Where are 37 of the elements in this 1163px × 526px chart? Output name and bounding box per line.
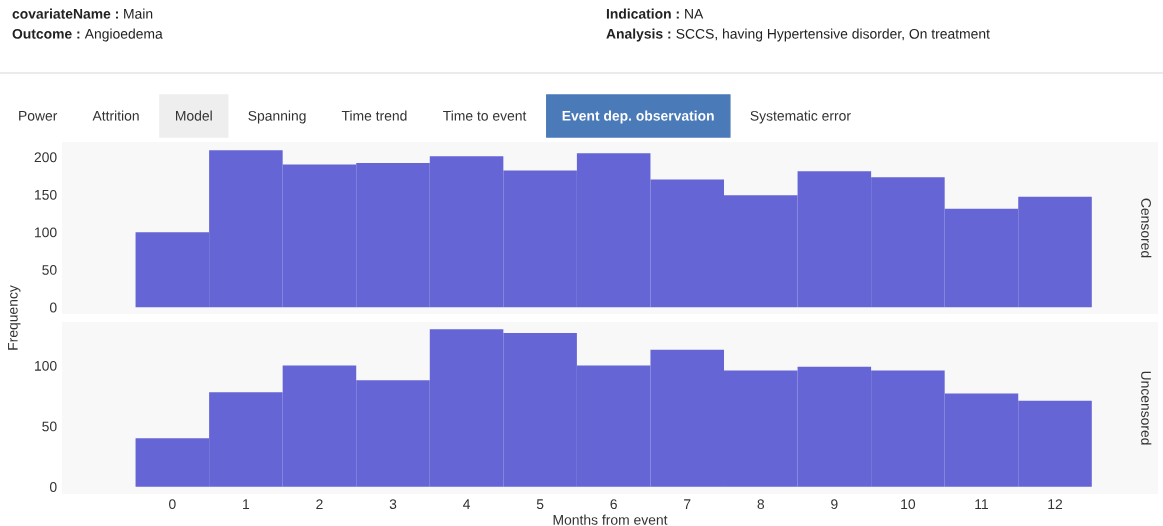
- x-tick-label: 1: [243, 499, 250, 509]
- text: Power: [19, 111, 58, 121]
- x-tick-label: 7: [684, 499, 691, 509]
- y-tick-label: 100: [35, 227, 57, 238]
- text: Analysis : SCCS, having Hypertensive disorder, On treatment: [606, 28, 990, 42]
- x-tick-label: 6: [610, 499, 617, 510]
- text: Attrition: [92, 110, 139, 121]
- y-tick-label: 0: [49, 482, 57, 492]
- x-tick-label: 8: [757, 499, 765, 510]
- y-tick-label: 150: [35, 189, 57, 200]
- x-tick-label: 5: [536, 499, 544, 510]
- x-tick-label: 4: [463, 499, 471, 509]
- x-tick-label: 2: [316, 499, 323, 509]
- x-tick-label: 10: [901, 499, 916, 510]
- x-tick-label: 12: [1048, 499, 1063, 509]
- text: covariateName : Main: [12, 8, 153, 19]
- text: Censored: [1141, 198, 1152, 258]
- x-axis-title: Months from event: [553, 514, 668, 525]
- text: Outcome : Angioedema: [12, 28, 163, 42]
- x-tick-label: 11: [975, 499, 988, 509]
- y-tick-label: 100: [35, 360, 57, 371]
- text: Event dep. observation: [562, 110, 714, 124]
- y-tick-label: 200: [34, 152, 57, 163]
- text: Time to event: [443, 110, 527, 121]
- y-tick-label: 50: [42, 265, 57, 275]
- x-tick-label: 3: [389, 499, 397, 510]
- text: Uncensored: [1141, 371, 1152, 445]
- text: Time trend: [341, 110, 407, 121]
- y-tick-label: 50: [42, 421, 57, 432]
- x-tick-label: 9: [831, 499, 838, 510]
- y-axis-title: Frequency: [8, 285, 21, 350]
- y-tick-label: 0: [49, 302, 57, 313]
- x-tick-label: 0: [169, 499, 176, 510]
- text: Spanning: [248, 110, 306, 124]
- text: Model: [176, 110, 212, 121]
- text: Indication : NA: [606, 8, 704, 19]
- text: Systematic error: [750, 110, 851, 124]
